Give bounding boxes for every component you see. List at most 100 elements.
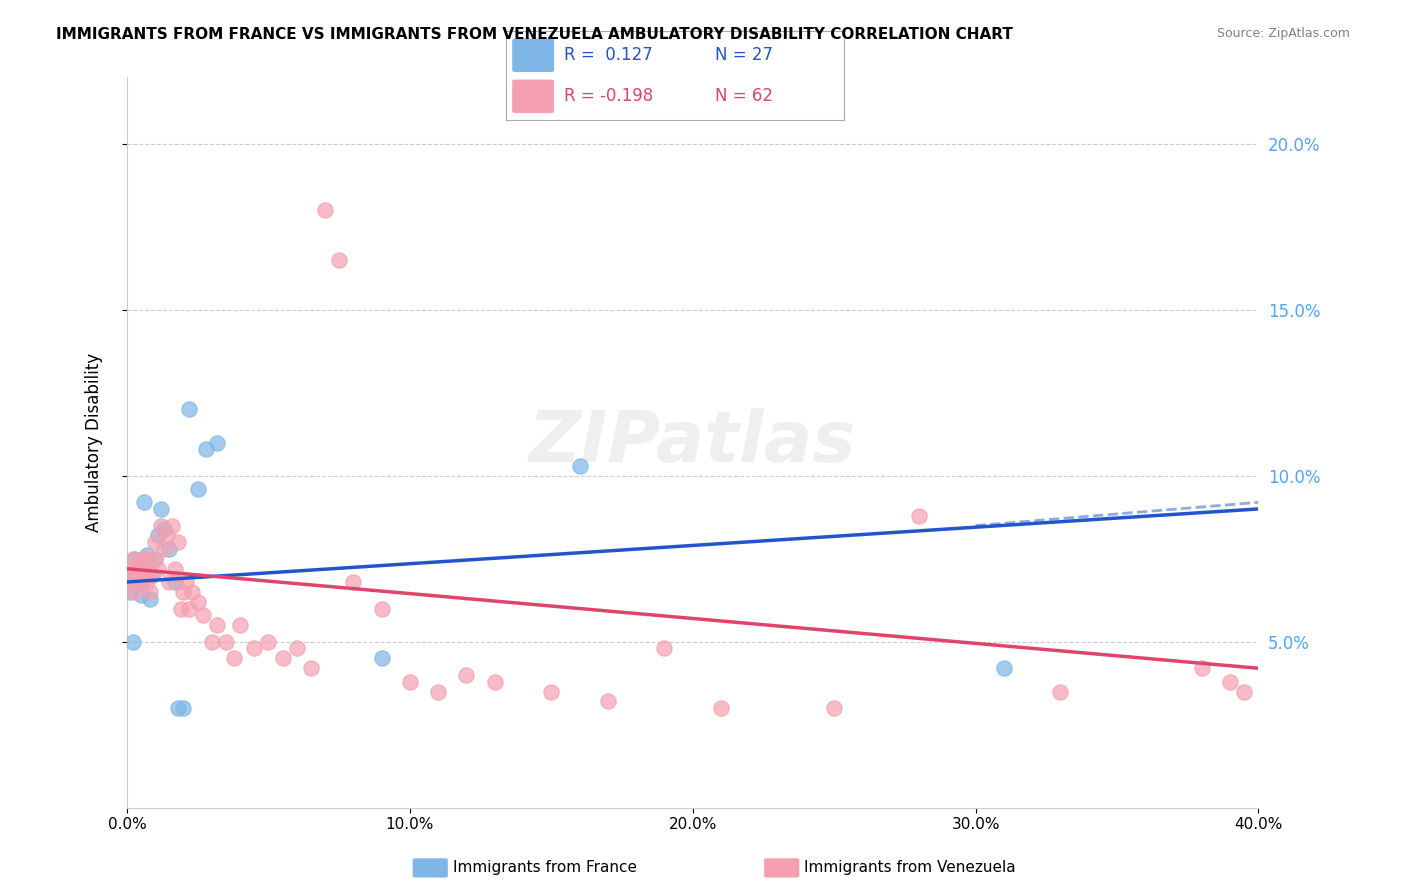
Point [1191, 661, 1213, 675]
Point [121, 562, 143, 576]
Point [823, 701, 845, 715]
Point [132, 551, 155, 566]
Point [129, 574, 152, 589]
Point [163, 574, 186, 589]
Point [157, 541, 180, 556]
Point [370, 601, 392, 615]
Point [1219, 674, 1241, 689]
FancyBboxPatch shape [513, 80, 554, 112]
Point [135, 574, 157, 589]
Point [654, 641, 676, 656]
Point [201, 634, 224, 648]
Point [710, 701, 733, 715]
Point [229, 618, 252, 632]
Point [138, 591, 160, 606]
Point [143, 551, 166, 566]
Point [149, 518, 172, 533]
Point [224, 651, 246, 665]
Text: R = -0.198: R = -0.198 [564, 87, 652, 105]
Point [129, 574, 152, 589]
Point [215, 634, 238, 648]
Point [187, 595, 209, 609]
Point [141, 568, 163, 582]
Point [342, 574, 364, 589]
Point [132, 568, 155, 582]
Point [149, 502, 172, 516]
Point [118, 568, 141, 582]
Point [173, 585, 195, 599]
Text: Immigrants from France: Immigrants from France [453, 861, 637, 875]
Point [135, 549, 157, 563]
Point [195, 442, 218, 457]
Point [138, 585, 160, 599]
Point [118, 574, 141, 589]
Point [124, 585, 146, 599]
Point [146, 562, 169, 576]
Point [143, 535, 166, 549]
Point [166, 701, 188, 715]
Point [207, 435, 229, 450]
Point [484, 674, 506, 689]
Point [124, 568, 146, 582]
Point [299, 661, 322, 675]
Point [152, 522, 174, 536]
Point [127, 558, 149, 573]
Point [908, 508, 931, 523]
Point [132, 495, 155, 509]
Point [540, 684, 562, 698]
Point [155, 528, 177, 542]
Point [143, 551, 166, 566]
Point [398, 674, 420, 689]
Point [127, 568, 149, 582]
Point [176, 574, 198, 589]
Text: R =  0.127: R = 0.127 [564, 46, 652, 64]
Point [179, 601, 201, 615]
Point [314, 203, 336, 218]
Point [173, 701, 195, 715]
Point [1049, 684, 1071, 698]
Point [160, 518, 183, 533]
Point [456, 668, 478, 682]
Point [124, 574, 146, 589]
Point [166, 535, 188, 549]
Y-axis label: Ambulatory Disability: Ambulatory Disability [86, 353, 103, 533]
Point [135, 551, 157, 566]
Point [271, 651, 294, 665]
Point [568, 458, 591, 473]
Point [129, 588, 152, 602]
Point [187, 482, 209, 496]
Point [193, 608, 215, 623]
Text: N = 27: N = 27 [716, 46, 773, 64]
Text: ZIPatlas: ZIPatlas [529, 408, 856, 477]
Point [993, 661, 1015, 675]
Point [124, 551, 146, 566]
Point [596, 694, 619, 708]
Text: Immigrants from Venezuela: Immigrants from Venezuela [804, 861, 1017, 875]
Point [257, 634, 280, 648]
Point [243, 641, 266, 656]
Point [121, 551, 143, 566]
Point [207, 618, 229, 632]
Point [138, 562, 160, 576]
Point [328, 252, 350, 267]
Point [169, 601, 191, 615]
Point [118, 585, 141, 599]
Point [146, 528, 169, 542]
Point [141, 568, 163, 582]
Point [127, 562, 149, 576]
Point [370, 651, 392, 665]
Point [181, 585, 204, 599]
Point [121, 634, 143, 648]
Text: IMMIGRANTS FROM FRANCE VS IMMIGRANTS FROM VENEZUELA AMBULATORY DISABILITY CORREL: IMMIGRANTS FROM FRANCE VS IMMIGRANTS FRO… [56, 27, 1014, 42]
Point [427, 684, 450, 698]
Point [129, 562, 152, 576]
Point [179, 402, 201, 417]
Point [163, 562, 186, 576]
FancyBboxPatch shape [513, 39, 554, 71]
Text: N = 62: N = 62 [716, 87, 773, 105]
Point [157, 574, 180, 589]
Text: Source: ZipAtlas.com: Source: ZipAtlas.com [1216, 27, 1350, 40]
Point [152, 541, 174, 556]
Point [285, 641, 308, 656]
Point [127, 574, 149, 589]
